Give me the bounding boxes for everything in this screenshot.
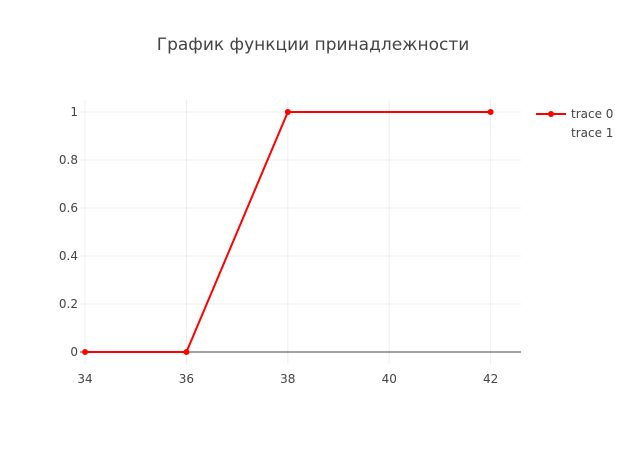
x-axis-ticks: 34 36 38 40 42 <box>77 372 498 386</box>
data-point <box>487 109 494 115</box>
y-tick-label: 0.8 <box>59 153 78 167</box>
x-tick-label: 40 <box>382 372 397 386</box>
legend-item-trace-1[interactable]: trace 1 <box>571 126 613 140</box>
data-point <box>284 109 291 115</box>
chart-title: График функции принадлежности <box>157 35 470 55</box>
legend-item-trace-0[interactable]: trace 0 <box>536 107 613 121</box>
y-tick-label: 0.4 <box>59 249 78 263</box>
legend-marker-icon <box>548 111 554 117</box>
grid <box>80 100 521 364</box>
legend-label: trace 0 <box>571 107 613 121</box>
y-tick-label: 0.6 <box>59 201 78 215</box>
y-tick-label: 0 <box>70 345 78 359</box>
x-tick-label: 42 <box>483 372 498 386</box>
y-axis-ticks: 0 0.2 0.4 0.6 0.8 1 <box>59 105 78 359</box>
x-tick-label: 36 <box>179 372 194 386</box>
data-point <box>82 349 89 355</box>
x-tick-label: 38 <box>280 372 295 386</box>
x-tick-label: 34 <box>77 372 92 386</box>
plot-area <box>82 109 494 355</box>
series-line-trace-0 <box>85 111 491 353</box>
y-tick-label: 0.2 <box>59 297 78 311</box>
legend-label: trace 1 <box>571 126 613 140</box>
y-tick-label: 1 <box>70 105 78 119</box>
data-point <box>183 349 190 355</box>
legend[interactable]: trace 0 trace 1 <box>536 107 613 140</box>
